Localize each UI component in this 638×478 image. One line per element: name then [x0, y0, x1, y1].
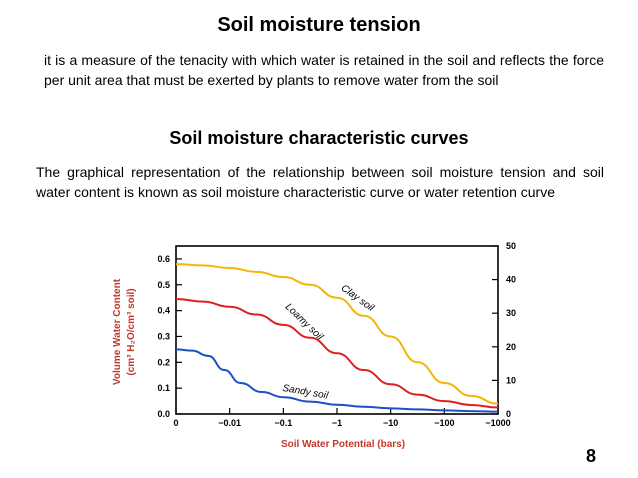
page-number: 8 [586, 446, 597, 466]
curve-loamy-soil [175, 297, 499, 409]
slide-subtitle: Soil moisture characteristic curves [169, 128, 469, 148]
y-tick-label: 0.1 [157, 383, 170, 393]
curve-label: Sandy soil [282, 383, 330, 402]
x-tick-label: −100 [434, 418, 454, 428]
y2-tick-label: 50 [506, 241, 516, 251]
definition-paragraph: it is a measure of the tenacity with whi… [44, 52, 604, 88]
x-axis-label: Soil Water Potential (bars) [281, 439, 405, 450]
y2-tick-label: 0 [506, 409, 511, 419]
curve-label: Clay soil [339, 283, 377, 315]
y-tick-label: 0.0 [157, 409, 170, 419]
y2-tick-label: 30 [506, 308, 516, 318]
y2-tick-label: 20 [506, 342, 516, 352]
y-tick-label: 0.5 [157, 280, 170, 290]
y-tick-label: 0.2 [157, 357, 170, 367]
slide-title: Soil moisture tension [217, 14, 421, 36]
y2-tick-label: 10 [506, 375, 516, 385]
x-tick-label: −1 [332, 418, 342, 428]
x-tick-label: −1000 [485, 418, 510, 428]
y-tick-label: 0.3 [157, 331, 170, 341]
plot-frame [175, 245, 499, 415]
y-tick-label: 0.6 [157, 254, 170, 264]
x-tick-label: −10 [383, 418, 398, 428]
y-axis-label-line1: Volume Water Content [112, 278, 123, 385]
retention-curve-chart: Volume Water Content (cm³ H₂O/cm³ soil) … [112, 241, 516, 450]
x-tick-label: 0 [173, 418, 178, 428]
description-paragraph: The graphical representation of the rela… [36, 164, 604, 200]
y2-tick-label: 40 [506, 275, 516, 285]
curve-clay-soil [175, 263, 499, 405]
x-tick-label: −0.01 [218, 418, 241, 428]
curve-sandy-soil [175, 348, 499, 413]
y-tick-label: 0.4 [157, 306, 170, 316]
y-axis-label-line2: (cm³ H₂O/cm³ soil) [126, 288, 137, 375]
x-tick-label: −0.1 [274, 418, 292, 428]
